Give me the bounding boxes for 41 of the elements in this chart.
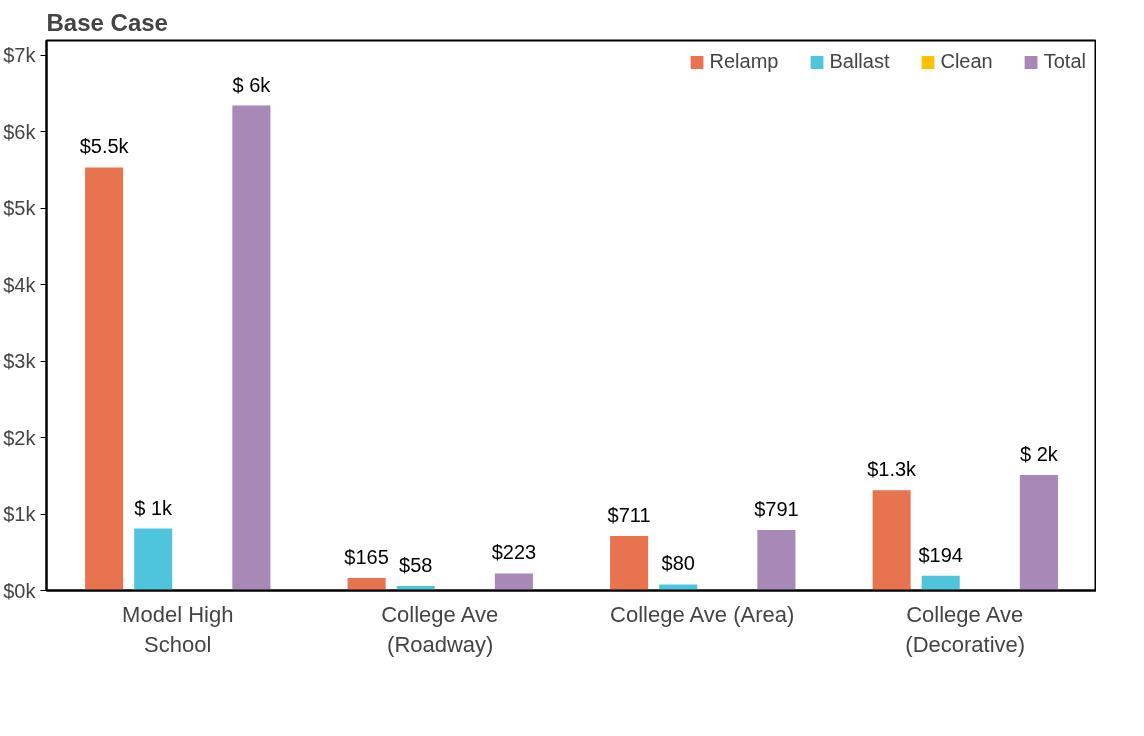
bar — [921, 575, 960, 591]
data-label: $ 2k — [1019, 442, 1059, 465]
data-label: $5.5k — [79, 135, 130, 158]
legend-label: Ballast — [829, 50, 890, 73]
y-tick-label: $0k — [3, 579, 37, 602]
data-label: $194 — [918, 543, 963, 566]
x-tick-label: College Ave (Roadway) — [381, 601, 499, 657]
y-tick-label: $7k — [3, 44, 37, 67]
y-tick-label: $2k — [3, 426, 37, 449]
legend-label: Relamp — [709, 50, 779, 73]
data-label: $58 — [399, 554, 433, 577]
bar — [134, 528, 173, 591]
legend-label: Clean — [940, 50, 993, 73]
x-tick-label: College Ave (Area) — [610, 601, 795, 627]
bar — [396, 586, 435, 591]
x-tick-label: College Ave (Decorative) — [905, 601, 1026, 657]
x-tick-label: Model High School — [122, 601, 234, 657]
data-label: $223 — [491, 541, 537, 564]
y-tick-label: $3k — [3, 350, 37, 373]
bar — [757, 529, 796, 591]
data-label: $ 6k — [232, 73, 272, 96]
data-label: $165 — [344, 545, 389, 568]
bar — [494, 573, 533, 591]
bar — [347, 577, 386, 591]
y-tick-label: $5k — [3, 197, 37, 220]
bar — [232, 105, 271, 591]
data-label: $1.3k — [867, 458, 918, 481]
bar — [85, 167, 124, 591]
bar — [659, 584, 698, 591]
data-label: $791 — [754, 497, 799, 520]
data-label: $711 — [607, 504, 651, 527]
data-label: $ 1k — [134, 496, 174, 519]
bar — [1019, 474, 1058, 591]
bar — [610, 536, 649, 591]
y-tick-label: $4k — [3, 273, 37, 296]
data-label: $80 — [661, 552, 695, 575]
y-tick-label: $1k — [3, 503, 37, 525]
chart-title: Base Case — [46, 8, 168, 36]
legend-label: Total — [1043, 50, 1086, 73]
bar — [872, 490, 911, 591]
y-tick-label: $6k — [3, 120, 37, 143]
